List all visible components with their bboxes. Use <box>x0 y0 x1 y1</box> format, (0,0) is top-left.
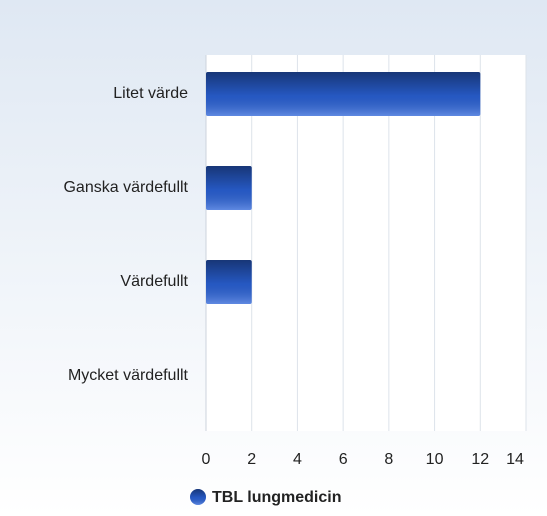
y-tick-label: Ganska värdefullt <box>63 179 188 196</box>
bar-shade <box>206 72 481 116</box>
x-tick-label: 6 <box>339 451 348 468</box>
x-tick-label: 4 <box>293 451 302 468</box>
bar-shade <box>206 166 252 210</box>
bar-shade <box>206 260 252 304</box>
legend-swatch-shade <box>190 489 206 505</box>
x-tick-label: 10 <box>426 451 444 468</box>
y-tick-label: Litet värde <box>113 85 188 102</box>
x-tick-label: 12 <box>471 451 489 468</box>
x-tick-label: 14 <box>506 451 524 468</box>
x-tick-label: 0 <box>202 451 211 468</box>
y-tick-label: Värdefullt <box>120 273 188 290</box>
plot-area <box>206 55 526 431</box>
x-tick-label: 2 <box>247 451 256 468</box>
legend-label: TBL lungmedicin <box>212 489 341 506</box>
x-tick-label: 8 <box>384 451 393 468</box>
y-tick-label: Mycket värdefullt <box>68 367 189 384</box>
